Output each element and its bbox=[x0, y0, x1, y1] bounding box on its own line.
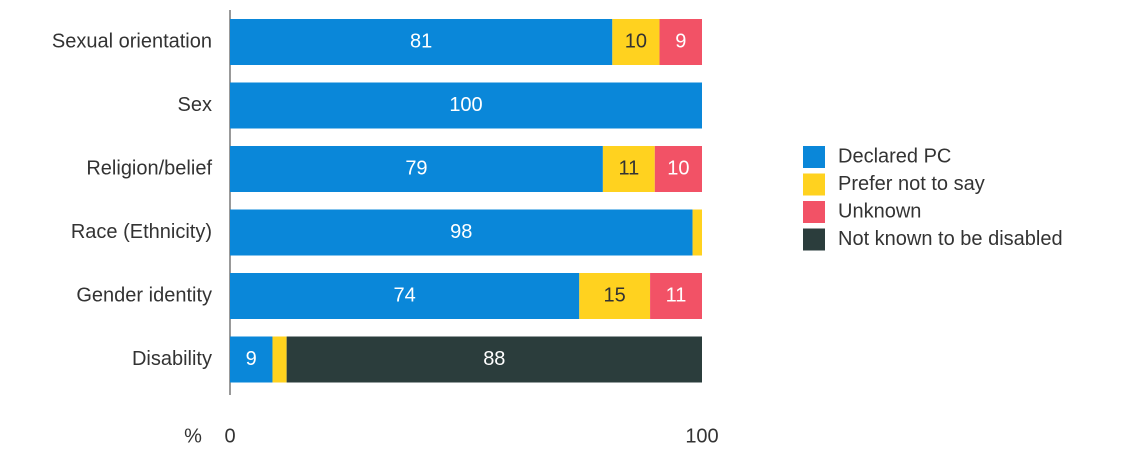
bar-segment bbox=[650, 273, 702, 319]
bar-segment bbox=[286, 336, 702, 383]
y-tick-label: Sexual orientation bbox=[52, 30, 212, 52]
bar-segment bbox=[230, 82, 702, 129]
bar-segment bbox=[654, 146, 702, 192]
data-label: 88 bbox=[483, 348, 505, 370]
bar-segment bbox=[230, 209, 693, 256]
data-label: 10 bbox=[625, 30, 647, 52]
data-label: 11 bbox=[666, 284, 687, 306]
legend-swatch bbox=[803, 173, 825, 196]
bar-segment bbox=[579, 273, 651, 319]
x-tick-label: 100 bbox=[685, 425, 718, 447]
legend-label: Not known to be disabled bbox=[838, 228, 1063, 250]
data-label: 10 bbox=[667, 157, 689, 179]
data-label: 9 bbox=[246, 348, 257, 370]
bar-segment bbox=[230, 19, 613, 65]
bar-segment bbox=[692, 209, 702, 256]
data-label: 9 bbox=[675, 30, 686, 52]
legend-label: Unknown bbox=[838, 200, 921, 222]
legend-label: Declared PC bbox=[838, 145, 951, 167]
data-label: 98 bbox=[450, 221, 472, 243]
bar-segment bbox=[272, 336, 287, 383]
bar-segment bbox=[230, 336, 273, 383]
legend-label: Prefer not to say bbox=[838, 173, 985, 195]
data-label: 100 bbox=[449, 94, 482, 116]
bar-segment bbox=[230, 146, 603, 192]
bar-segment bbox=[659, 19, 702, 65]
data-label: 79 bbox=[405, 157, 427, 179]
data-label: 81 bbox=[410, 30, 432, 52]
y-tick-label: Disability bbox=[132, 348, 212, 370]
bar-segment bbox=[230, 273, 580, 319]
data-label: 15 bbox=[604, 284, 626, 306]
bar-segment bbox=[612, 19, 660, 65]
x-axis-label: % bbox=[184, 425, 202, 447]
legend-swatch bbox=[803, 201, 825, 223]
y-tick-label: Race (Ethnicity) bbox=[71, 221, 212, 243]
y-tick-label: Religion/belief bbox=[86, 157, 212, 179]
y-tick-label: Gender identity bbox=[76, 284, 212, 306]
legend-swatch bbox=[803, 228, 825, 251]
bar-segment bbox=[602, 146, 655, 192]
y-tick-label: Sex bbox=[178, 94, 212, 116]
data-label: 11 bbox=[618, 157, 639, 179]
data-label: 74 bbox=[394, 284, 416, 306]
x-tick-label: 0 bbox=[224, 425, 235, 447]
legend-swatch bbox=[803, 146, 825, 168]
